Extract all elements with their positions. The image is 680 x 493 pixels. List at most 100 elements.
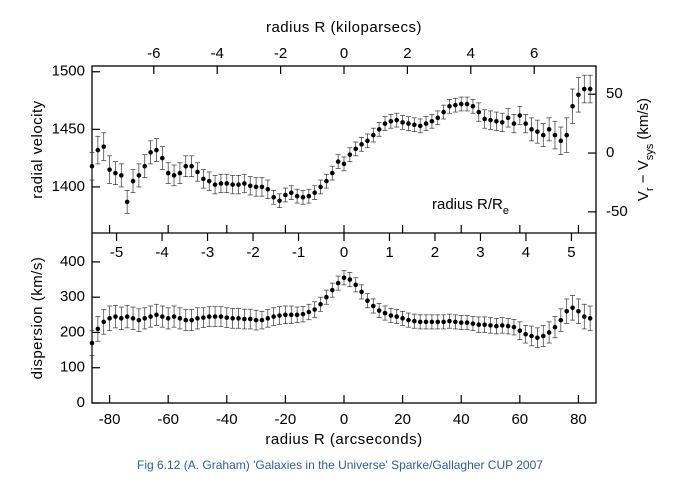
x2-axis-title: radius R (kiloparsecs) — [266, 19, 422, 36]
data-point — [277, 313, 282, 318]
data-point — [253, 184, 259, 190]
data-point — [142, 316, 148, 321]
data-point — [136, 173, 142, 178]
data-point — [130, 316, 136, 321]
data-point — [388, 313, 394, 318]
data-point — [347, 152, 353, 157]
data-point — [576, 92, 581, 98]
data-point — [171, 314, 177, 319]
data-point — [230, 316, 235, 321]
data-point — [288, 312, 294, 318]
x-tick-label: -20 — [275, 411, 297, 428]
data-point — [546, 127, 552, 132]
data-point — [165, 170, 171, 176]
data-point — [564, 308, 569, 314]
x2-tick-label: -3 — [201, 244, 214, 261]
data-point — [429, 118, 435, 124]
x2-tick-label: -4 — [211, 45, 224, 62]
data-point — [318, 184, 323, 190]
y2-axis-title-part: (km/s) — [635, 98, 652, 144]
data-point — [558, 317, 564, 323]
data-point — [341, 161, 347, 167]
data-point — [435, 115, 441, 121]
data-point — [476, 109, 482, 115]
data-point — [353, 146, 359, 152]
y2-axis-title-part: sys — [644, 143, 656, 160]
data-point — [552, 132, 558, 138]
caption: Fig 6.12 (A. Graham) 'Galaxies in the Un… — [137, 458, 543, 472]
data-point — [136, 317, 142, 323]
data-point — [89, 340, 95, 346]
data-point — [423, 319, 429, 325]
data-point — [183, 163, 189, 169]
y2-axis-title-part: V — [635, 191, 652, 201]
y-tick-label: 400 — [60, 253, 85, 270]
data-point — [218, 314, 224, 319]
data-point — [464, 101, 470, 107]
data-point — [130, 178, 136, 184]
data-point — [312, 190, 317, 195]
data-point — [511, 121, 517, 126]
data-point — [540, 333, 546, 339]
data-point — [376, 308, 382, 313]
data-point — [417, 123, 423, 129]
data-point — [359, 289, 364, 295]
data-point — [206, 314, 212, 319]
data-point — [247, 316, 253, 322]
data-point — [546, 330, 552, 335]
data-point — [177, 170, 183, 176]
data-point — [376, 127, 382, 132]
data-point — [253, 317, 259, 323]
data-point — [206, 178, 212, 184]
data-point — [312, 307, 317, 312]
data-point — [499, 120, 505, 125]
x2-tick-label: -2 — [246, 244, 259, 261]
data-point — [201, 176, 206, 182]
x-tick-label: 60 — [511, 411, 528, 428]
data-point — [306, 193, 312, 199]
x2-tick-label: -2 — [274, 45, 287, 62]
x2-tick-label: -1 — [292, 244, 305, 261]
x2-tick-label: 5 — [567, 244, 575, 261]
data-point — [365, 138, 370, 144]
x-tick-label: 80 — [570, 411, 587, 428]
data-point — [329, 170, 335, 176]
data-point — [435, 319, 441, 325]
x-tick-label: 40 — [453, 411, 470, 428]
data-point — [300, 194, 306, 200]
x-tick-label: -80 — [99, 411, 121, 428]
x2-tick-label: 0 — [340, 45, 348, 62]
data-point — [470, 321, 476, 326]
x-tick-label: 20 — [394, 411, 411, 428]
data-point — [189, 317, 194, 323]
data-point — [488, 323, 493, 328]
data-point — [476, 322, 482, 328]
y-tick-label: 1450 — [52, 120, 85, 137]
x2-tick-label: 2 — [403, 45, 411, 62]
y2-axis-title-part: r — [644, 187, 656, 191]
data-point — [447, 104, 452, 109]
data-point — [189, 163, 194, 169]
data-point — [183, 317, 189, 323]
data-point — [212, 314, 218, 319]
data-point — [160, 155, 165, 161]
x2-tick-label: -6 — [147, 45, 160, 62]
x2-tick-label: 6 — [530, 45, 538, 62]
y2-tick-label: -50 — [606, 203, 628, 220]
data-point — [294, 312, 300, 318]
data-point — [119, 316, 124, 321]
data-point — [236, 316, 241, 321]
y-tick-label: 1500 — [52, 63, 85, 80]
data-point — [535, 129, 540, 134]
x-tick-label: -40 — [216, 411, 238, 428]
data-point — [412, 318, 417, 324]
data-point — [119, 173, 124, 178]
data-point — [247, 183, 253, 189]
data-point — [335, 159, 341, 164]
data-point — [288, 190, 294, 195]
data-point — [587, 316, 593, 321]
data-point — [441, 109, 446, 115]
data-point — [259, 317, 265, 323]
data-point — [382, 121, 388, 126]
